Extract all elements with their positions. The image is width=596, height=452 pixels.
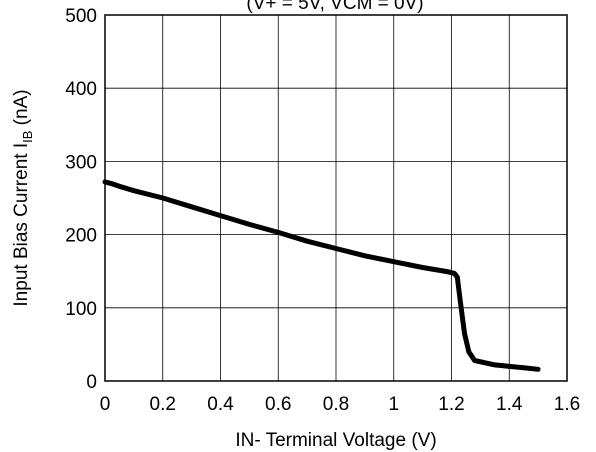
x-axis-label: IN- Terminal Voltage (V) bbox=[235, 430, 436, 451]
y-tick-label: 400 bbox=[65, 79, 97, 100]
y-axis-label: Input Bias Current IIB (nA) bbox=[11, 89, 35, 306]
y-tick-label: 100 bbox=[65, 299, 97, 320]
x-tick-label: 1.2 bbox=[438, 394, 464, 415]
x-tick-label: 1 bbox=[388, 394, 399, 415]
y-tick-labels: 0 100 200 300 400 500 bbox=[65, 6, 97, 393]
x-tick-label: 0.4 bbox=[207, 394, 234, 415]
x-tick-labels: 0 0.2 0.4 0.6 0.8 1 1.2 1.4 1.6 bbox=[100, 394, 581, 415]
x-tick-label: 0.6 bbox=[265, 394, 291, 415]
x-tick-label: 1.6 bbox=[554, 394, 580, 415]
x-tick-label: 1.4 bbox=[496, 394, 523, 415]
y-axis-label-prefix: Input Bias Current I bbox=[11, 143, 32, 307]
y-tick-label: 0 bbox=[86, 372, 97, 393]
y-tick-label: 500 bbox=[65, 6, 97, 27]
y-tick-label: 200 bbox=[65, 226, 97, 247]
chart-title-layer: (V+ = 5V, VCM = 0V) bbox=[246, 0, 423, 14]
x-tick-label: 0.2 bbox=[150, 394, 176, 415]
x-tick-label: 0 bbox=[100, 394, 111, 415]
plot-frame bbox=[104, 14, 568, 382]
grid bbox=[105, 15, 567, 381]
x-tick-label: 0.8 bbox=[323, 394, 349, 415]
data-layer bbox=[102, 179, 541, 372]
chart-title: (V+ = 5V, VCM = 0V) bbox=[246, 0, 423, 14]
y-tick-label: 300 bbox=[65, 152, 97, 173]
series-line bbox=[102, 179, 541, 372]
y-axis-label-suffix: (nA) bbox=[11, 89, 32, 130]
y-axis-label-subscript: IB bbox=[20, 131, 35, 143]
